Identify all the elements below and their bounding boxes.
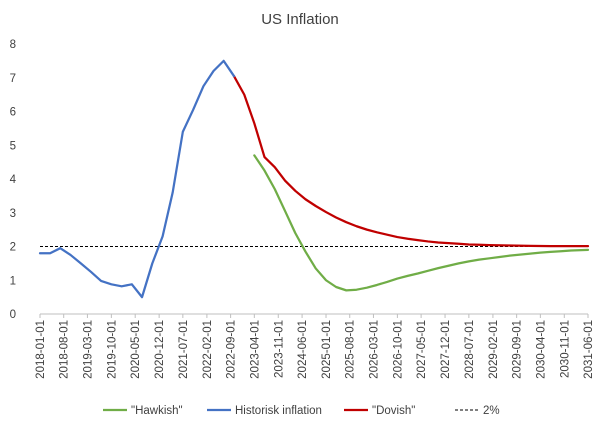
y-tick-label: 4 (10, 174, 17, 186)
series-line (253, 154, 590, 292)
x-tick-label: 2029-02-01 (488, 320, 500, 379)
x-tick-label: 2025-01-01 (321, 320, 333, 379)
x-tick-label: 2027-05-01 (416, 320, 428, 379)
y-tick-label: 1 (10, 275, 16, 287)
chart-title: US Inflation (261, 11, 339, 28)
x-tick-label: 2024-06-01 (297, 320, 309, 379)
x-tick-label: 2026-03-01 (368, 320, 380, 379)
y-axis: 0 1 2 3 4 5 6 7 8 (10, 39, 17, 321)
x-tick-label: 2019-03-01 (82, 320, 94, 379)
x-tick-label: 2021-07-01 (178, 320, 190, 379)
legend-label: "Dovish" (372, 405, 415, 417)
y-tick-label: 5 (10, 140, 16, 152)
y-tick-label: 7 (10, 73, 16, 85)
x-tick-label: 2030-11-01 (559, 320, 571, 378)
y-tick-label: 0 (10, 309, 16, 321)
y-tick-label: 3 (10, 208, 16, 220)
x-tick-label: 2028-07-01 (464, 320, 476, 379)
x-tick-label: 2027-12-01 (440, 320, 452, 379)
legend-label: 2% (483, 405, 500, 417)
legend-label: "Hawkish" (131, 405, 183, 417)
x-tick-label: 2023-04-01 (249, 320, 261, 379)
y-tick-label: 2 (10, 242, 16, 254)
series-line (38, 59, 236, 299)
legend: "Hawkish" Historisk inflation "Dovish" 2% (103, 405, 500, 417)
legend-label: Historisk inflation (235, 405, 322, 417)
x-tick-label: 2022-09-01 (226, 320, 238, 379)
x-tick-label: 2031-06-01 (583, 320, 595, 379)
series-layer (38, 59, 590, 299)
x-tick-label: 2018-01-01 (35, 320, 47, 379)
x-tick-label: 2025-08-01 (345, 320, 357, 379)
x-tick-label: 2020-12-01 (154, 320, 166, 379)
x-tick-label: 2023-11-01 (273, 320, 285, 378)
x-axis: 2018-01-01 2018-08-01 2019-03-01 2019-10-01… (35, 313, 595, 379)
x-tick-label: 2018-08-01 (59, 320, 71, 379)
series-line (232, 74, 590, 248)
y-tick-label: 8 (10, 39, 16, 51)
x-tick-label: 2022-02-01 (202, 320, 214, 379)
x-tick-label: 2029-09-01 (512, 320, 524, 379)
x-tick-label: 2030-04-01 (535, 320, 547, 379)
x-tick-label: 2019-10-01 (106, 320, 118, 379)
x-tick-label: 2026-10-01 (392, 320, 404, 379)
y-tick-label: 6 (10, 107, 16, 119)
x-tick-label: 2020-05-01 (130, 320, 142, 379)
